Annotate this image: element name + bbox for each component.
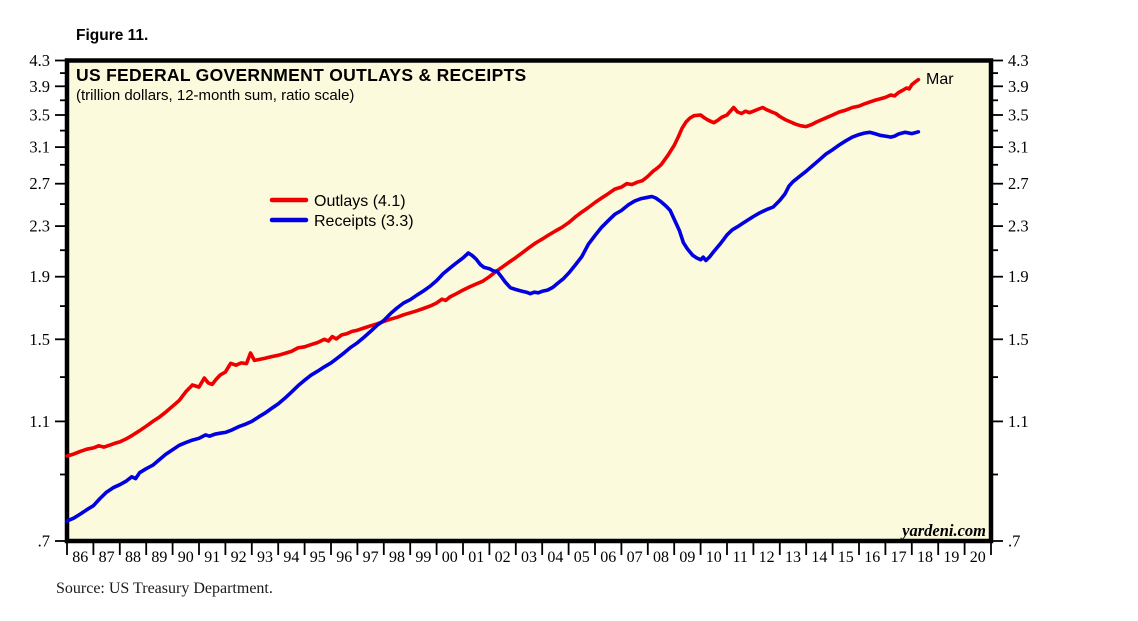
x-tick-label: 94 <box>283 549 299 566</box>
y-tick-label-left: 3.9 <box>29 77 50 96</box>
receipts-line <box>65 130 921 523</box>
x-tick-label: 86 <box>72 549 88 566</box>
source-note: Source: US Treasury Department. <box>56 580 273 597</box>
outlays-line <box>65 77 921 458</box>
y-tick-label-right: .7 <box>1008 532 1020 551</box>
latest-month-label: Mar <box>926 71 954 88</box>
y-tick-label-right: 1.1 <box>1008 412 1029 431</box>
y-tick-label-right: 1.9 <box>1008 267 1029 286</box>
x-tick-label: 95 <box>310 549 326 566</box>
x-tick-label: 92 <box>231 549 247 566</box>
x-tick-label: 93 <box>257 549 273 566</box>
x-tick-label: 19 <box>943 549 959 566</box>
legend-outlays-label: Outlays (4.1) <box>314 193 406 210</box>
y-tick-label-right: 1.5 <box>1008 330 1029 349</box>
x-tick-label: 97 <box>363 549 379 566</box>
y-tick-label-left: 2.7 <box>29 174 50 193</box>
x-tick-label: 88 <box>125 549 141 566</box>
x-tick-label: 00 <box>442 549 458 566</box>
x-tick-label: 18 <box>917 549 933 566</box>
x-tick-label: 91 <box>204 549 220 566</box>
x-tick-label: 12 <box>759 549 775 566</box>
x-tick-label: 90 <box>178 549 194 566</box>
y-tick-label-right: 2.7 <box>1008 174 1029 193</box>
x-tick-label: 89 <box>151 549 167 566</box>
x-tick-label: 05 <box>574 549 590 566</box>
x-tick-label: 08 <box>653 549 669 566</box>
watermark: yardeni.com <box>900 521 986 540</box>
x-tick-label: 99 <box>415 549 431 566</box>
x-tick-label: 09 <box>679 549 695 566</box>
y-tick-label-right: 3.5 <box>1008 106 1029 125</box>
x-tick-label: 07 <box>627 549 643 566</box>
y-tick-label-right: 3.9 <box>1008 77 1029 96</box>
y-tick-label-left: 4.3 <box>29 51 50 70</box>
legend-receipts-label: Receipts (3.3) <box>314 213 414 230</box>
x-tick-label: 15 <box>838 549 854 566</box>
chart-title: US FEDERAL GOVERNMENT OUTLAYS & RECEIPTS <box>76 65 527 85</box>
y-tick-label-left: 3.5 <box>29 106 50 125</box>
x-tick-label: 01 <box>468 549 484 566</box>
y-tick-label-left: 1.5 <box>29 330 50 349</box>
x-tick-label: 98 <box>389 549 405 566</box>
x-tick-label: 10 <box>706 549 722 566</box>
plot-frame <box>64 58 994 544</box>
x-tick-label: 20 <box>970 549 986 566</box>
y-tick-label-left: 1.9 <box>29 267 50 286</box>
y-tick-label-left: 1.1 <box>29 412 50 431</box>
y-tick-label-right: 3.1 <box>1008 138 1029 157</box>
x-tick-label: 17 <box>891 549 907 566</box>
x-tick-label: 03 <box>521 549 537 566</box>
x-tick-label: 96 <box>336 549 352 566</box>
series-layer <box>65 77 921 523</box>
y-tick-label-right: 2.3 <box>1008 217 1029 236</box>
x-tick-label: 02 <box>495 549 511 566</box>
x-tick-label: 11 <box>732 549 747 566</box>
y-tick-label-left: .7 <box>38 532 50 551</box>
x-tick-label: 06 <box>600 549 616 566</box>
x-tick-label: 14 <box>811 549 827 566</box>
chart-subtitle: (trillion dollars, 12-month sum, ratio s… <box>76 87 354 104</box>
x-tick-label: 87 <box>99 549 115 566</box>
figure-label: Figure 11. <box>76 27 149 44</box>
axes-layer: 4.3 4.3 3.9 3.9 3.5 3.5 3.1 3.1 2.7 2.7 2.3 2.3 1.9 1… <box>29 51 1028 566</box>
x-tick-label: 16 <box>864 549 880 566</box>
x-tick-label: 04 <box>547 549 563 566</box>
x-tick-label: 13 <box>785 549 801 566</box>
y-tick-label-right: 4.3 <box>1008 51 1029 70</box>
y-tick-label-left: 3.1 <box>29 138 50 157</box>
y-tick-label-left: 2.3 <box>29 217 50 236</box>
